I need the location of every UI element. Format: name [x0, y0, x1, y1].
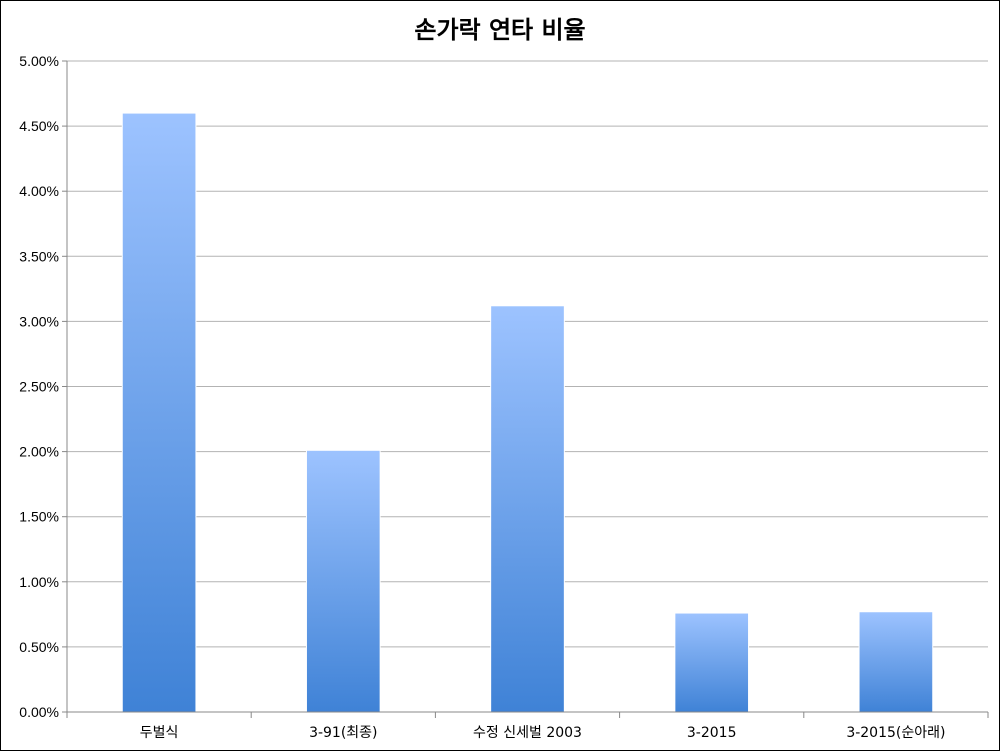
y-tick-label: 3.00%	[19, 313, 59, 329]
y-tick-label: 2.00%	[19, 444, 59, 460]
y-axis-ticks: 0.00% 0.50% 1.00% 1.50% 2.00% 2.50% 3.00% 3.50%…	[19, 53, 67, 720]
y-tick-label: 0.50%	[19, 639, 59, 655]
gridlines	[67, 60, 988, 648]
y-tick-label: 3.50%	[19, 248, 59, 264]
axes	[66, 61, 988, 713]
y-tick-label: 5.00%	[19, 53, 59, 69]
y-tick-label: 1.50%	[19, 509, 59, 525]
bars	[121, 112, 934, 713]
bar	[674, 612, 750, 713]
y-tick-label: 1.00%	[19, 574, 59, 590]
y-tick-label: 4.50%	[19, 118, 59, 134]
x-tick-label: 3-2015	[687, 725, 737, 741]
bar	[121, 112, 197, 713]
x-tick-label: 두벌식	[140, 725, 179, 741]
bar	[858, 611, 934, 713]
chart-title: 손가락 연타 비율	[414, 16, 585, 44]
x-axis-ticks: 두벌식 3-91(최종) 수정 신세벌 2003 3-2015 3-2015(순아래)	[66, 712, 989, 741]
y-tick-label: 2.50%	[19, 379, 59, 395]
bar	[305, 449, 381, 713]
x-tick-label: 3-2015(순아래)	[846, 725, 945, 741]
y-tick-label: 0.00%	[19, 704, 59, 720]
x-tick-label: 수정 신세벌 2003	[473, 725, 582, 741]
x-tick-label: 3-91(최종)	[309, 725, 377, 741]
y-tick-label: 4.00%	[19, 183, 59, 199]
bar	[490, 305, 565, 713]
